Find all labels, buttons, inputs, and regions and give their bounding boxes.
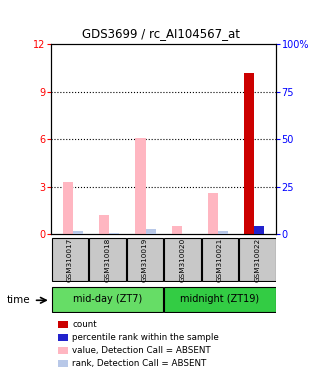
FancyBboxPatch shape	[164, 238, 201, 281]
FancyBboxPatch shape	[164, 287, 276, 311]
Text: GSM310019: GSM310019	[142, 237, 148, 282]
Bar	[218, 232, 228, 234]
Text: GSM310021: GSM310021	[217, 237, 223, 282]
Text: percentile rank within the sample: percentile rank within the sample	[72, 333, 219, 342]
FancyBboxPatch shape	[202, 238, 238, 281]
FancyBboxPatch shape	[89, 238, 126, 281]
Bar	[254, 227, 265, 234]
FancyBboxPatch shape	[52, 238, 89, 281]
Text: GSM310020: GSM310020	[179, 237, 186, 282]
Bar	[109, 233, 119, 234]
Text: GSM310018: GSM310018	[105, 237, 110, 282]
Bar	[244, 73, 254, 234]
Text: value, Detection Call = ABSENT: value, Detection Call = ABSENT	[72, 346, 211, 355]
Bar	[208, 193, 218, 234]
Bar	[135, 137, 146, 234]
Text: GSM310017: GSM310017	[67, 237, 73, 282]
Text: GSM310022: GSM310022	[254, 237, 260, 282]
Text: rank, Detection Call = ABSENT: rank, Detection Call = ABSENT	[72, 359, 207, 368]
FancyBboxPatch shape	[126, 238, 163, 281]
Text: count: count	[72, 320, 97, 329]
Bar	[146, 229, 156, 234]
Bar	[172, 226, 182, 234]
Bar	[99, 215, 109, 234]
FancyBboxPatch shape	[52, 287, 163, 311]
FancyBboxPatch shape	[239, 238, 276, 281]
Bar	[73, 231, 83, 234]
Bar	[63, 182, 73, 234]
Text: time: time	[6, 295, 30, 305]
Text: GDS3699 / rc_AI104567_at: GDS3699 / rc_AI104567_at	[82, 27, 239, 40]
Text: mid-day (ZT7): mid-day (ZT7)	[73, 294, 142, 304]
Bar	[182, 233, 192, 234]
Text: midnight (ZT19): midnight (ZT19)	[180, 294, 259, 304]
